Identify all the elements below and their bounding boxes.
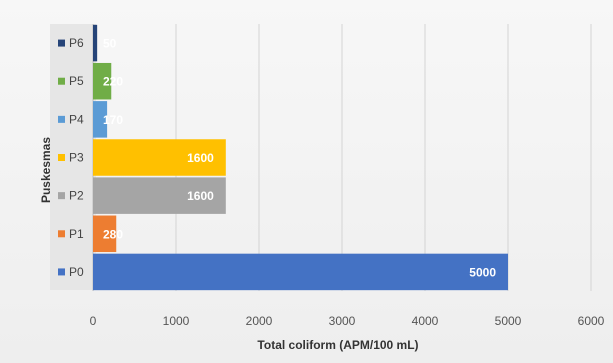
x-tick-3000: 3000 (329, 314, 356, 328)
x-tick-5000: 5000 (495, 314, 522, 328)
bars (93, 24, 508, 291)
legend-marker-P1 (58, 230, 65, 238)
category-label-P5: P5 (69, 74, 84, 88)
data-label-P3: 1600 (187, 151, 214, 165)
x-tick-labels: 0 1000 2000 3000 4000 5000 6000 (90, 314, 605, 328)
x-tick-6000: 6000 (578, 314, 605, 328)
bar-P2 (93, 177, 226, 214)
category-label-P2: P2 (69, 189, 84, 203)
y-axis-title: Puskesmas (39, 137, 53, 203)
x-tick-0: 0 (90, 314, 97, 328)
data-label-P6: 50 (103, 37, 117, 51)
category-label-P1: P1 (69, 227, 84, 241)
bar-P3 (93, 139, 226, 176)
data-labels: 5000 280 1600 1600 170 220 50 (103, 37, 496, 280)
category-label-panel (50, 24, 96, 290)
category-label-P4: P4 (69, 112, 84, 126)
x-tick-4000: 4000 (412, 314, 439, 328)
legend-marker-P2 (58, 192, 65, 200)
data-label-P0: 5000 (469, 265, 496, 279)
legend-marker-P6 (58, 39, 65, 47)
legend-marker-P5 (58, 77, 65, 85)
category-label-P3: P3 (69, 151, 84, 165)
data-label-P5: 220 (103, 75, 123, 89)
legend-marker-P4 (58, 115, 65, 123)
bar-P4 (93, 101, 108, 138)
data-label-P1: 280 (103, 227, 123, 241)
bar-P5 (93, 62, 112, 100)
category-label-P0: P0 (69, 265, 84, 279)
data-label-P2: 1600 (187, 189, 214, 203)
x-tick-2000: 2000 (246, 314, 273, 328)
bar-P0 (93, 253, 508, 291)
bar-P1 (93, 215, 117, 253)
category-label-P6: P6 (69, 36, 84, 50)
x-tick-1000: 1000 (163, 314, 190, 328)
bar-P6 (93, 24, 98, 62)
legend-marker-P0 (58, 268, 65, 276)
legend-marker-P3 (58, 154, 65, 161)
x-axis-title: Total coliform (APM/100 mL) (257, 338, 418, 352)
category-labels: P0 P1 P2 P3 P4 P5 P6 (58, 36, 84, 279)
data-label-P4: 170 (103, 113, 123, 127)
